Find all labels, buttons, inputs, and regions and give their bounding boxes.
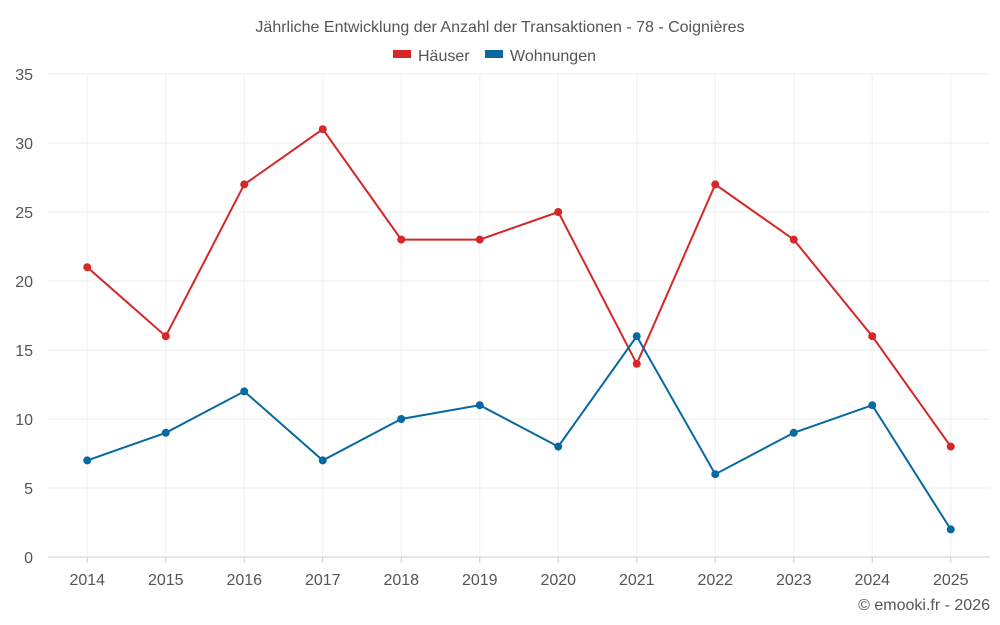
x-tick-label: 2020 xyxy=(540,572,576,589)
legend-swatch xyxy=(485,50,503,58)
data-point xyxy=(240,387,249,396)
data-point xyxy=(475,401,484,410)
series-line xyxy=(86,334,952,530)
y-tick-label: 15 xyxy=(15,343,33,360)
x-tick-label: 2015 xyxy=(148,572,184,589)
data-point xyxy=(318,456,327,465)
data-point xyxy=(161,428,170,437)
y-tick-label: 25 xyxy=(15,205,33,222)
series-group xyxy=(83,125,955,534)
data-point xyxy=(632,359,641,368)
y-tick-label: 35 xyxy=(15,67,33,84)
x-tick-label: 2014 xyxy=(69,572,105,589)
data-point xyxy=(83,263,92,272)
data-point xyxy=(161,332,170,341)
y-tick-label: 10 xyxy=(15,412,33,429)
data-point xyxy=(789,428,798,437)
data-point xyxy=(475,235,484,244)
data-point xyxy=(83,456,92,465)
legend: Häuser Wohnungen xyxy=(393,48,596,65)
credit-text: © emooki.fr - 2026 xyxy=(858,597,990,614)
data-point xyxy=(711,470,720,479)
y-tick-label: 20 xyxy=(15,274,33,291)
data-point xyxy=(632,332,641,341)
data-point xyxy=(868,401,877,410)
x-tick-label: 2017 xyxy=(305,572,341,589)
data-point xyxy=(318,125,327,134)
x-tick-label: 2018 xyxy=(383,572,419,589)
data-point xyxy=(397,235,406,244)
data-point xyxy=(554,442,563,451)
data-point xyxy=(711,180,720,189)
data-point xyxy=(789,235,798,244)
data-point xyxy=(554,208,563,216)
series-line xyxy=(86,127,952,448)
x-tick-label: 2025 xyxy=(933,572,969,589)
x-tick-label: 2023 xyxy=(776,572,812,589)
x-tick-label: 2024 xyxy=(854,572,890,589)
x-tick-label: 2022 xyxy=(697,572,733,589)
data-point xyxy=(240,180,249,189)
data-point xyxy=(397,415,406,423)
data-point xyxy=(946,525,955,534)
series-häuser xyxy=(83,125,955,451)
data-point xyxy=(868,332,877,341)
legend-label: Häuser xyxy=(418,48,470,65)
x-tick-label: 2016 xyxy=(226,572,262,589)
legend-label: Wohnungen xyxy=(510,48,596,65)
x-tick-label: 2021 xyxy=(619,572,655,589)
y-tick-label: 0 xyxy=(24,550,33,567)
y-tick-label: 5 xyxy=(24,481,33,498)
legend-swatch xyxy=(393,50,411,58)
chart-title: Jährliche Entwicklung der Anzahl der Tra… xyxy=(255,19,744,36)
y-tick-label: 30 xyxy=(15,136,33,153)
data-point xyxy=(946,442,955,451)
grid xyxy=(48,73,990,558)
x-tick-label: 2019 xyxy=(462,572,498,589)
series-wohnungen xyxy=(83,332,955,534)
